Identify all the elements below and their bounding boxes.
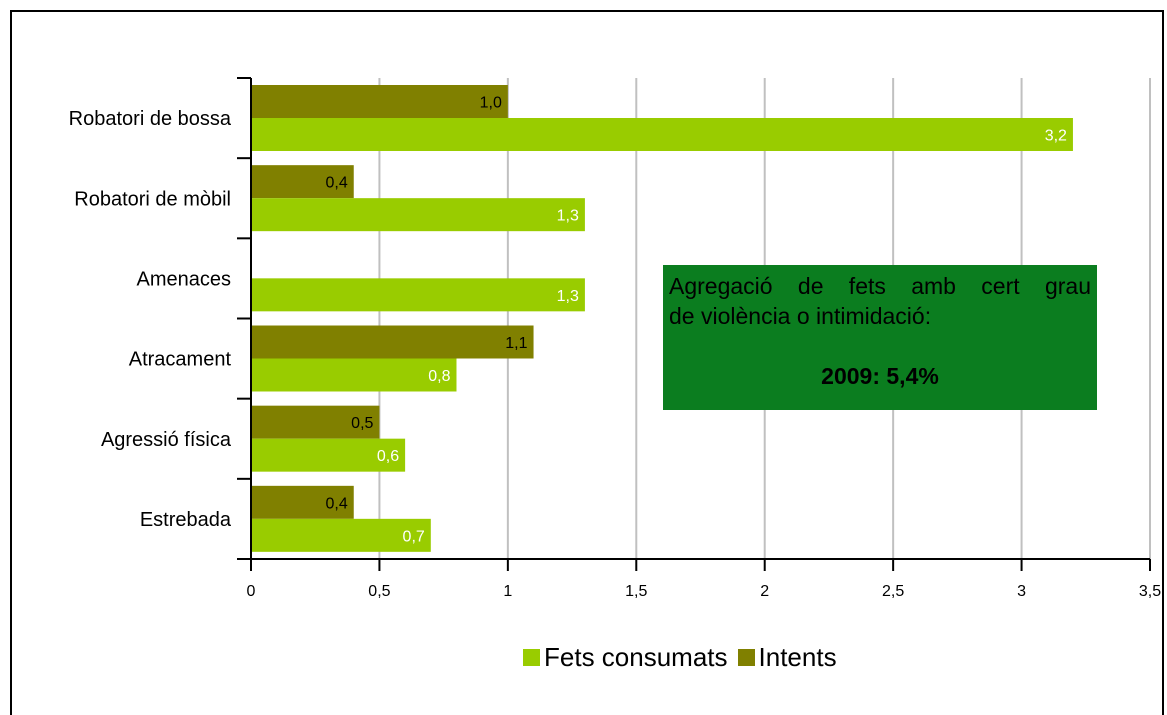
bar-intents — [251, 485, 354, 519]
legend: Fets consumats Intents — [523, 642, 847, 673]
bar-fets-consumats — [251, 198, 585, 232]
callout-line-1: Agregació de fets amb cert grau — [669, 273, 1091, 299]
data-label: 1,0 — [480, 95, 502, 112]
legend-label-fets-consumats: Fets consumats — [544, 642, 728, 672]
legend-label-intents: Intents — [758, 642, 837, 672]
x-tick-label: 3,5 — [1139, 583, 1161, 600]
data-label: 1,1 — [505, 335, 527, 352]
x-tick-label: 2 — [760, 583, 769, 600]
category-label: Amenaces — [137, 268, 232, 290]
bar-intents — [251, 165, 354, 199]
category-label: Estrebada — [140, 509, 232, 531]
x-tick-label: 0 — [247, 583, 256, 600]
bar-fets-consumats — [251, 358, 457, 392]
data-label: 0,4 — [325, 175, 347, 192]
legend-item-fets-consumats: Fets consumats — [523, 642, 728, 673]
aggregate-callout: Agregació de fets amb cert grau de violè… — [663, 265, 1097, 410]
callout-line-2: de violència o intimidació: — [669, 303, 932, 329]
data-label: 0,6 — [377, 448, 399, 465]
bar-intents — [251, 325, 534, 359]
data-label: 1,3 — [557, 208, 579, 225]
category-label: Robatori de mòbil — [74, 188, 231, 210]
bar-fets-consumats — [251, 118, 1073, 151]
x-tick-label: 3 — [1017, 583, 1026, 600]
callout-highlight: 2009: 5,4% — [821, 363, 939, 389]
data-label: 0,5 — [351, 415, 373, 432]
bar-fets-consumats — [251, 518, 431, 552]
data-label: 0,7 — [403, 528, 425, 545]
x-tick-label: 0,5 — [368, 583, 390, 600]
bar-fets-consumats — [251, 438, 406, 472]
data-label: 0,4 — [325, 495, 347, 512]
x-tick-label: 1 — [503, 583, 512, 600]
data-label: 1,3 — [557, 288, 579, 305]
bar-fets-consumats — [251, 278, 585, 312]
chart-frame — [10, 10, 1164, 715]
data-label: 3,2 — [1045, 128, 1067, 145]
bar-intents — [251, 405, 380, 439]
category-label: Atracament — [129, 349, 232, 371]
legend-item-intents: Intents — [737, 642, 837, 673]
category-label: Agressió física — [101, 429, 232, 451]
bar-intents — [251, 85, 508, 118]
x-tick-label: 1,5 — [625, 583, 647, 600]
legend-swatch-fets-consumats — [523, 649, 540, 666]
legend-swatch-intents — [737, 649, 755, 666]
data-label: 0,8 — [428, 368, 450, 385]
category-label: Robatori de bossa — [69, 108, 232, 130]
x-tick-label: 2,5 — [882, 583, 904, 600]
